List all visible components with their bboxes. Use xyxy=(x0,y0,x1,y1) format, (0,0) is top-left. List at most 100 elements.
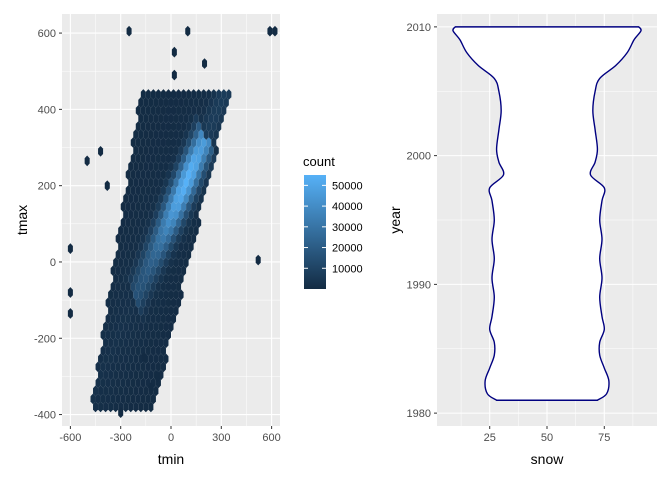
hex-cell xyxy=(196,121,202,132)
hex-cell xyxy=(155,361,161,373)
hex-cell xyxy=(173,129,179,140)
hex-cell xyxy=(165,137,171,148)
hex-cell xyxy=(201,169,207,180)
hex-cell xyxy=(171,297,177,309)
hex-cell xyxy=(98,145,104,157)
hex-cell xyxy=(130,393,136,405)
hex-cell xyxy=(211,153,217,164)
hex-cell xyxy=(110,297,116,309)
hex-cell xyxy=(90,393,96,405)
hex-cell xyxy=(135,249,141,261)
hex-cell xyxy=(168,113,174,124)
hex-cell xyxy=(153,273,159,285)
hex-cell xyxy=(183,145,189,156)
hex-cell xyxy=(216,89,222,100)
hex-cell xyxy=(140,137,146,148)
hex-cell xyxy=(145,297,151,309)
hex-cell xyxy=(165,297,171,309)
hex-cell xyxy=(130,249,136,261)
hex-cell xyxy=(176,217,182,229)
hex-cell xyxy=(165,153,171,164)
hex-cell xyxy=(148,289,154,301)
hex-cell xyxy=(160,185,166,196)
hex-cell xyxy=(115,281,121,293)
hex-cell xyxy=(208,145,214,156)
hex-cell xyxy=(198,113,204,124)
hex-cell xyxy=(120,217,126,229)
hex-cell xyxy=(158,113,164,124)
hex-cell xyxy=(143,321,149,333)
hex-cell xyxy=(148,113,154,124)
hex-cell xyxy=(138,129,144,140)
hex-cell xyxy=(213,113,219,124)
hex-cell xyxy=(186,233,192,245)
hex-cell xyxy=(130,313,136,325)
hex-cell xyxy=(218,97,224,108)
hex-cell xyxy=(143,401,149,413)
hex-cell xyxy=(206,137,212,148)
hex-cell xyxy=(128,257,134,269)
hex-cell xyxy=(160,233,166,245)
hex-cell xyxy=(176,137,182,148)
hex-cell xyxy=(203,113,209,124)
hex-cell xyxy=(158,209,164,220)
hex-cell xyxy=(186,153,192,164)
hex-cell xyxy=(193,209,199,220)
hexbin-y-axis: -400 -200 0 200 400 600 xyxy=(34,28,62,422)
hex-cell xyxy=(138,305,144,317)
hex-cell xyxy=(115,233,121,245)
hex-cell xyxy=(95,393,101,405)
hex-cell xyxy=(196,201,202,212)
hex-cell xyxy=(155,185,161,196)
hex-cell xyxy=(153,257,159,269)
hex-cell xyxy=(128,369,134,381)
hex-cell xyxy=(171,105,177,116)
hex-cell xyxy=(178,257,184,269)
hex-cell xyxy=(155,201,161,212)
hex-cell xyxy=(148,257,154,269)
hex-cell xyxy=(168,225,174,237)
hex-cell xyxy=(163,177,169,188)
hex-cell xyxy=(208,113,214,124)
hex-cell xyxy=(153,209,159,220)
hex-cell xyxy=(155,345,161,357)
hex-cell xyxy=(140,265,146,277)
hex-cell xyxy=(143,145,149,156)
hex-cell xyxy=(143,97,149,108)
hex-cell xyxy=(150,121,156,132)
hex-cell xyxy=(138,193,144,204)
hex-cell xyxy=(123,225,129,237)
hex-cell xyxy=(150,265,156,277)
hex-cell xyxy=(148,225,154,237)
hex-cell xyxy=(150,281,156,293)
hex-cell xyxy=(115,377,121,389)
hex-cell xyxy=(160,153,166,164)
hex-cell xyxy=(125,265,131,277)
hex-cell xyxy=(133,401,139,413)
hex-cell xyxy=(113,385,119,397)
hex-cell xyxy=(150,89,156,100)
hex-cell xyxy=(153,305,159,317)
hex-cell xyxy=(125,393,131,405)
hex-cell xyxy=(191,153,197,164)
hex-cell xyxy=(168,289,174,301)
hex-cell xyxy=(160,345,166,357)
hex-cell xyxy=(181,137,187,148)
hex-cell xyxy=(148,177,154,188)
hex-cell xyxy=(110,281,116,293)
hex-cell xyxy=(128,177,134,188)
hex-cell xyxy=(84,155,90,167)
hex-cell xyxy=(110,329,116,341)
violin-y-axis-title: year xyxy=(387,206,403,234)
hex-cell xyxy=(171,201,177,212)
hex-cell xyxy=(198,193,204,204)
hex-cell xyxy=(183,257,189,269)
hex-cell xyxy=(98,353,104,365)
hex-cell xyxy=(188,129,194,140)
hex-cell xyxy=(95,361,101,373)
hex-cell xyxy=(211,105,217,116)
hex-cell xyxy=(160,265,166,277)
hex-cell xyxy=(150,153,156,164)
hex-cell xyxy=(171,265,177,277)
hex-cell xyxy=(165,89,171,100)
